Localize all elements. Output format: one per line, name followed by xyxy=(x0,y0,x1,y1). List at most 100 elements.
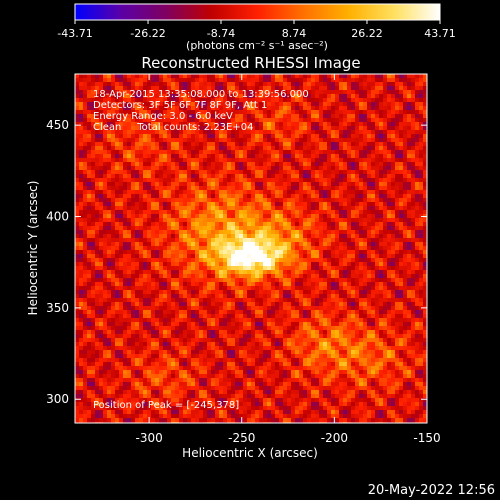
heatmap-cell xyxy=(387,254,392,259)
heatmap-cell xyxy=(95,262,100,267)
heatmap-cell xyxy=(379,138,384,143)
heatmap-cell xyxy=(275,106,280,111)
heatmap-cell xyxy=(75,278,80,283)
heatmap-cell xyxy=(283,270,288,275)
heatmap-cell xyxy=(223,158,228,163)
heatmap-cell xyxy=(251,110,256,115)
heatmap-cell xyxy=(203,158,208,163)
heatmap-cell xyxy=(399,182,404,187)
heatmap-cell xyxy=(119,258,124,263)
heatmap-cell xyxy=(123,86,128,91)
heatmap-cell xyxy=(423,74,427,79)
heatmap-cell xyxy=(87,234,92,239)
heatmap-cell xyxy=(351,246,356,251)
heatmap-cell xyxy=(195,298,200,303)
heatmap-cell xyxy=(147,210,152,215)
heatmap-cell xyxy=(207,182,212,187)
heatmap-cell xyxy=(207,150,212,155)
heatmap-cell xyxy=(315,290,320,295)
heatmap-cell xyxy=(283,130,288,135)
heatmap-cell xyxy=(279,266,284,271)
heatmap-cell xyxy=(303,150,308,155)
heatmap-cell xyxy=(111,202,116,207)
heatmap-cell xyxy=(175,98,180,103)
heatmap-cell xyxy=(387,274,392,279)
heatmap-cell xyxy=(403,278,408,283)
heatmap-cell xyxy=(147,234,152,239)
heatmap-cell xyxy=(231,94,236,99)
heatmap-cell xyxy=(275,234,280,239)
heatmap-cell xyxy=(119,150,124,155)
heatmap-cell xyxy=(287,174,292,179)
heatmap-cell xyxy=(171,102,176,107)
heatmap-cell xyxy=(119,178,124,183)
heatmap-cell xyxy=(107,130,112,135)
heatmap-cell xyxy=(163,166,168,171)
heatmap-cell xyxy=(147,218,152,223)
heatmap-cell xyxy=(351,194,356,199)
heatmap-cell xyxy=(187,278,192,283)
heatmap-cell xyxy=(147,222,152,227)
heatmap-cell xyxy=(259,250,264,255)
heatmap-cell xyxy=(75,122,80,127)
heatmap-cell xyxy=(379,78,384,83)
heatmap-cell xyxy=(267,286,272,291)
heatmap-cell xyxy=(363,294,368,299)
heatmap-cell xyxy=(243,166,248,171)
heatmap-cell xyxy=(319,118,324,123)
heatmap-cell xyxy=(391,202,396,207)
heatmap-cell xyxy=(127,266,132,271)
heatmap-cell xyxy=(111,182,116,187)
heatmap-cell xyxy=(271,226,276,231)
heatmap-cell xyxy=(215,234,220,239)
heatmap-cell xyxy=(139,190,144,195)
heatmap-cell xyxy=(91,290,96,295)
heatmap-cell xyxy=(391,194,396,199)
heatmap-cell xyxy=(331,138,336,143)
heatmap-cell xyxy=(127,86,132,91)
heatmap-cell xyxy=(135,242,140,247)
heatmap-cell xyxy=(255,82,260,87)
heatmap-cell xyxy=(111,270,116,275)
heatmap-cell xyxy=(279,186,284,191)
heatmap-cell xyxy=(311,130,316,135)
heatmap-cell xyxy=(327,230,332,235)
heatmap-cell xyxy=(263,178,268,183)
heatmap-cell xyxy=(343,214,348,219)
heatmap-cell xyxy=(79,150,84,155)
heatmap-cell xyxy=(375,270,380,275)
heatmap-cell xyxy=(327,198,332,203)
heatmap-cell xyxy=(335,258,340,263)
heatmap-cell xyxy=(339,190,344,195)
heatmap-cell xyxy=(307,250,312,255)
heatmap-cell xyxy=(179,258,184,263)
heatmap-cell xyxy=(303,130,308,135)
heatmap-cell xyxy=(175,218,180,223)
heatmap-cell xyxy=(255,174,260,179)
heatmap-cell xyxy=(255,214,260,219)
heatmap-cell xyxy=(311,166,316,171)
heatmap-cell xyxy=(271,194,276,199)
heatmap-cell xyxy=(99,214,104,219)
heatmap-cell xyxy=(403,194,408,199)
heatmap-cell xyxy=(75,130,80,135)
heatmap-cell xyxy=(171,138,176,143)
heatmap-cell xyxy=(415,198,420,203)
heatmap-cell xyxy=(355,138,360,143)
heatmap-cell xyxy=(343,162,348,167)
heatmap-cell xyxy=(107,198,112,203)
heatmap-cell xyxy=(87,90,92,95)
heatmap-cell xyxy=(347,210,352,215)
heatmap-cell xyxy=(259,226,264,231)
heatmap-cell xyxy=(159,190,164,195)
heatmap-cell xyxy=(167,238,172,243)
heatmap-cell xyxy=(191,246,196,251)
heatmap-cell xyxy=(239,154,244,159)
heatmap-cell xyxy=(215,126,220,131)
heatmap-cell xyxy=(179,130,184,135)
heatmap-cell xyxy=(303,238,308,243)
heatmap-cell xyxy=(143,282,148,287)
heatmap-cell xyxy=(259,134,264,139)
heatmap-cell xyxy=(235,74,240,79)
heatmap-cell xyxy=(227,222,232,227)
